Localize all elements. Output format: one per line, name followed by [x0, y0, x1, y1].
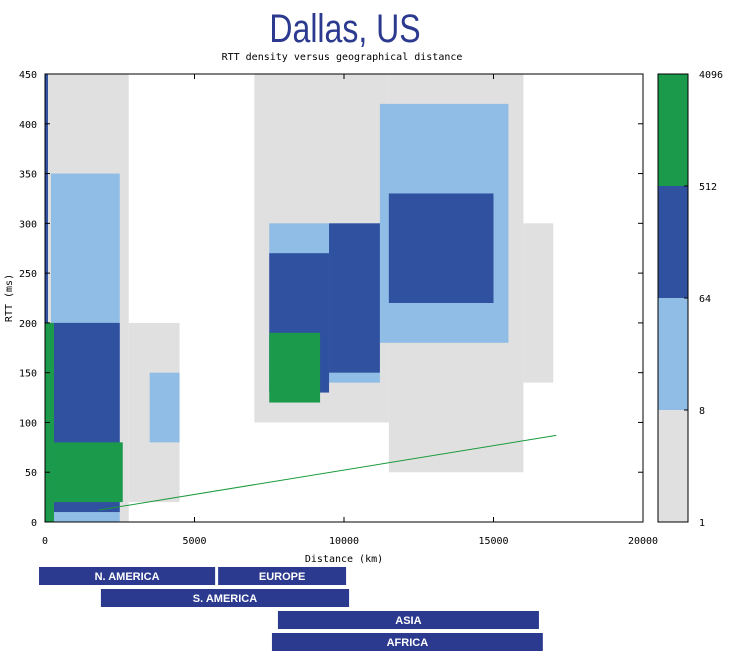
colorbar-label: 512 [699, 182, 717, 193]
colorbar-label: 8 [699, 406, 705, 417]
density-cell [329, 223, 380, 373]
colorbar-band [658, 410, 688, 522]
colorbar-band [658, 186, 688, 298]
density-cell [45, 74, 48, 522]
y-tick-label: 400 [19, 120, 37, 131]
x-tick-label: 15000 [478, 536, 508, 547]
x-tick-label: 0 [42, 536, 48, 547]
y-axis-label: RTT (ms) [4, 274, 15, 322]
y-tick-label: 250 [19, 269, 37, 280]
colorbar-label: 1 [699, 518, 705, 529]
y-tick-label: 300 [19, 219, 37, 230]
region-label: N. AMERICA [95, 571, 160, 583]
x-tick-label: 20000 [628, 536, 658, 547]
x-tick-label: 5000 [182, 536, 206, 547]
density-cell [149, 372, 180, 443]
density-cell [523, 223, 554, 383]
y-tick-label: 200 [19, 319, 37, 330]
region-bar [271, 633, 543, 651]
chart-subtitle: RTT density versus geographical distance [222, 52, 463, 63]
region-bar [218, 567, 347, 585]
density-cell [269, 332, 321, 403]
region-bar [39, 567, 216, 585]
y-tick-label: 50 [25, 468, 37, 479]
y-tick-label: 100 [19, 418, 37, 429]
y-tick-label: 150 [19, 369, 37, 380]
x-axis-label: Distance (km) [305, 554, 383, 565]
region-label: AFRICA [387, 637, 429, 649]
region-bar [100, 589, 350, 607]
colorbar-label: 64 [699, 294, 711, 305]
region-label: S. AMERICA [193, 593, 257, 605]
region-bar [277, 611, 539, 629]
region-label: EUROPE [259, 571, 305, 583]
chart-title: Dallas, US [269, 6, 420, 51]
y-tick-label: 0 [31, 518, 37, 529]
y-tick-label: 350 [19, 170, 37, 181]
colorbar-band [658, 298, 688, 410]
region-label: ASIA [395, 615, 421, 627]
density-cell [53, 442, 123, 503]
colorbar-band [658, 74, 688, 186]
density-cell [388, 193, 494, 303]
colorbar-label: 4096 [699, 70, 723, 81]
y-tick-label: 450 [19, 70, 37, 81]
reference-line [98, 434, 557, 511]
x-tick-label: 10000 [329, 536, 359, 547]
